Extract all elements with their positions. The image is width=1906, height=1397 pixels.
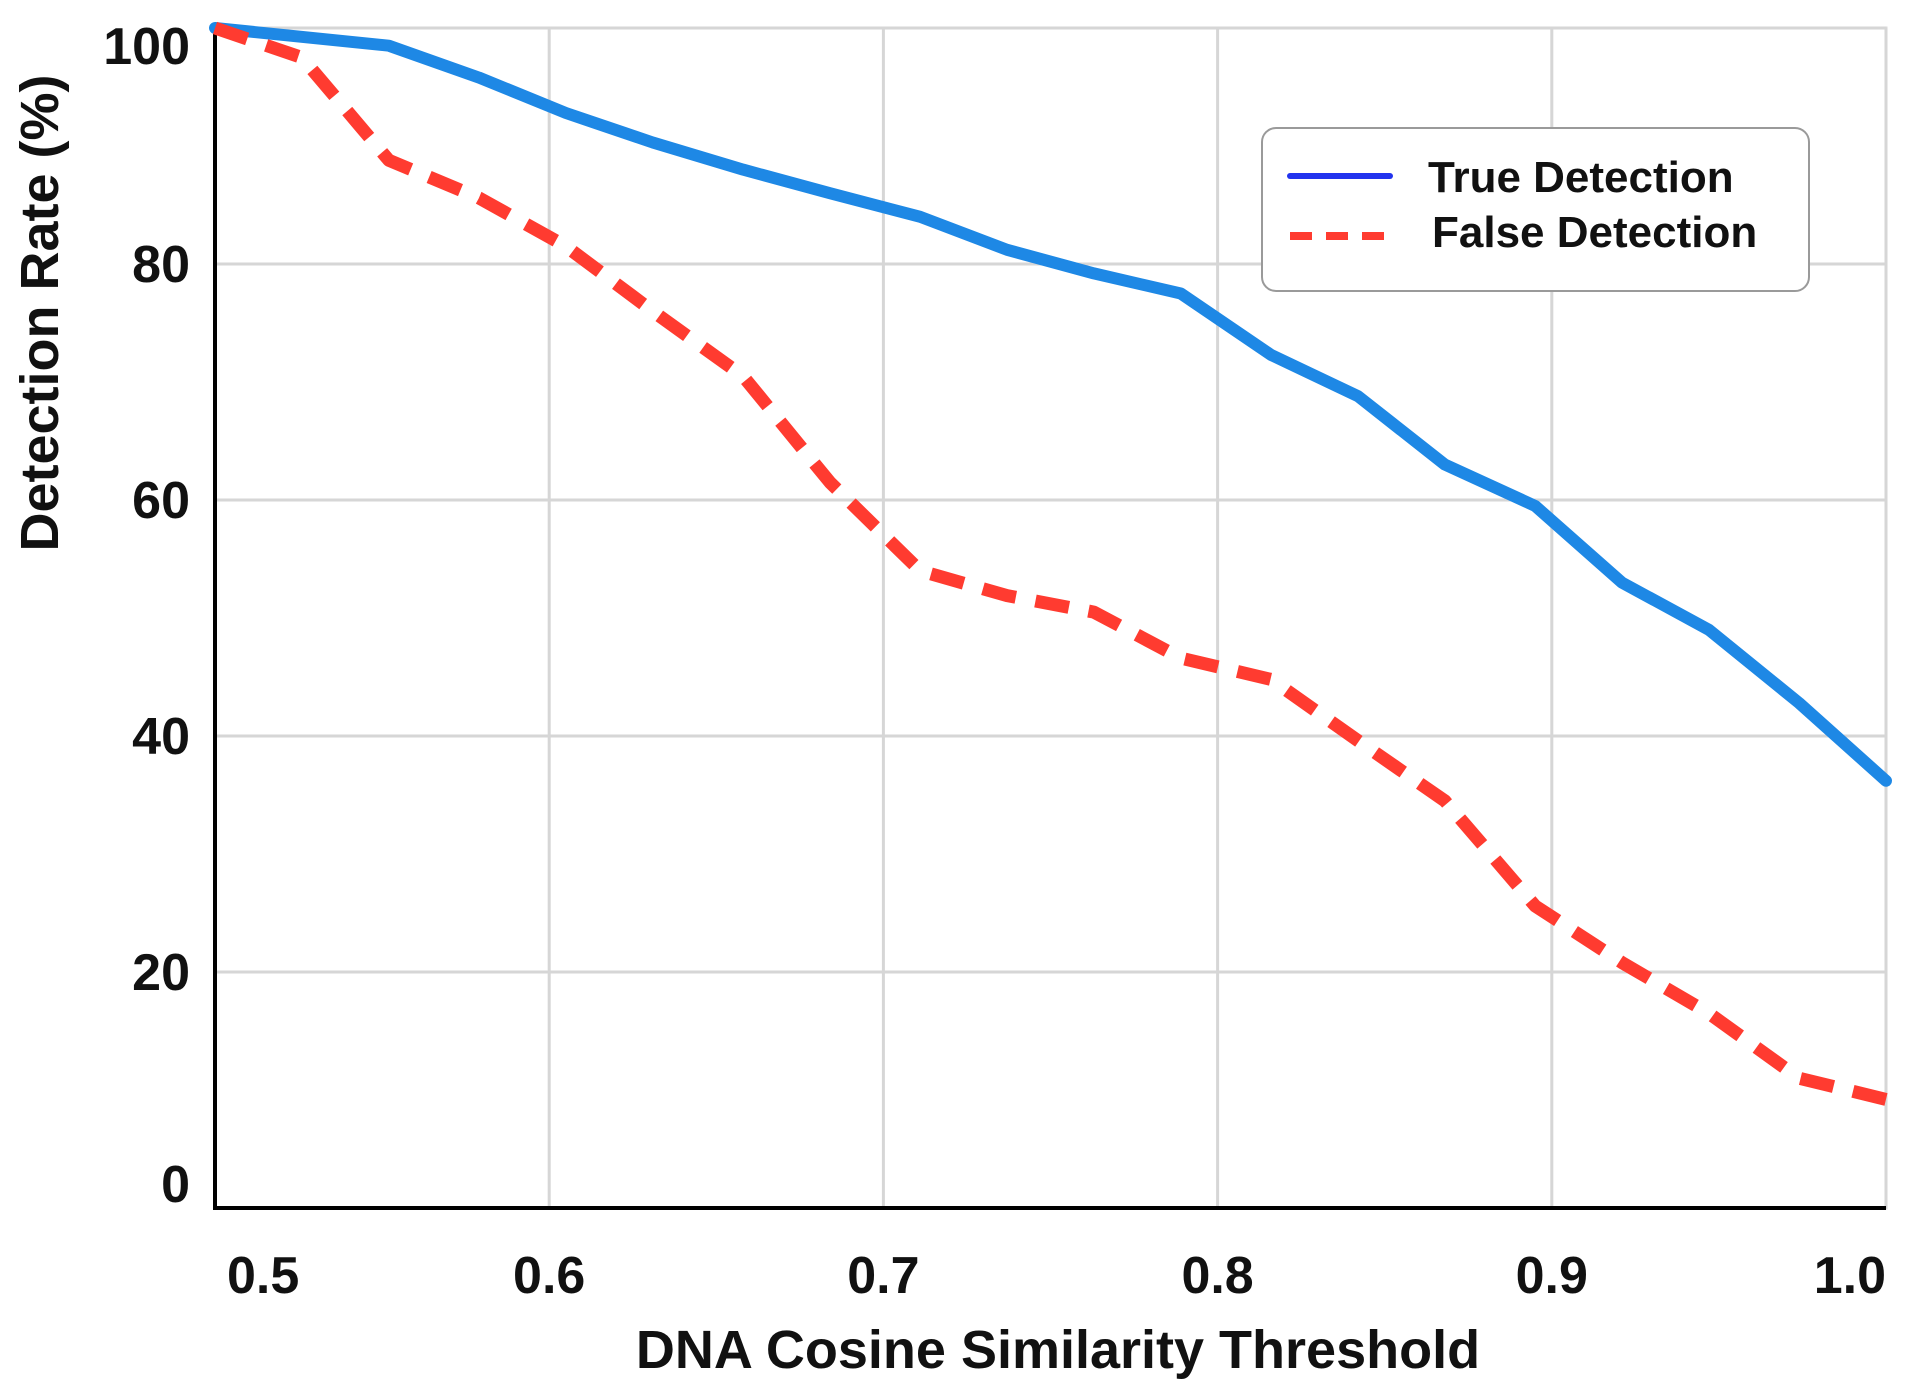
y-tick-label: 60: [132, 472, 190, 530]
x-tick-label: 0.6: [513, 1247, 585, 1305]
series-line-false-detection: [212, 21, 1888, 1106]
legend-box: [1261, 127, 1810, 292]
x-tick-label: 0.5: [227, 1247, 299, 1305]
legend: True Detection False Detection: [1261, 127, 1810, 292]
legend-label-true-detection: True Detection: [1428, 153, 1734, 202]
x-tick-label: 0.8: [1181, 1247, 1253, 1305]
y-axis-title: Detection Rate (%): [10, 74, 70, 551]
axes: [213, 28, 1886, 1210]
y-tick-label: 80: [132, 236, 190, 294]
tick-labels: 0.5 0.6 0.7 0.8 0.9 1.0 0 20 40 60 80 100: [103, 18, 1886, 1305]
y-tick-label: 20: [132, 944, 190, 1002]
series-layer: [209, 21, 1892, 1106]
series-line-true-detection: [209, 22, 1892, 787]
x-tick-label: 0.9: [1516, 1247, 1588, 1305]
x-axis-title: DNA Cosine Similarity Threshold: [636, 1320, 1480, 1380]
y-tick-label: 0: [161, 1156, 190, 1214]
x-tick-label: 0.7: [847, 1247, 919, 1305]
y-tick-label: 100: [103, 18, 190, 76]
x-tick-label: 1.0: [1814, 1247, 1886, 1305]
legend-label-false-detection: False Detection: [1432, 208, 1757, 257]
y-tick-label: 40: [132, 708, 190, 766]
